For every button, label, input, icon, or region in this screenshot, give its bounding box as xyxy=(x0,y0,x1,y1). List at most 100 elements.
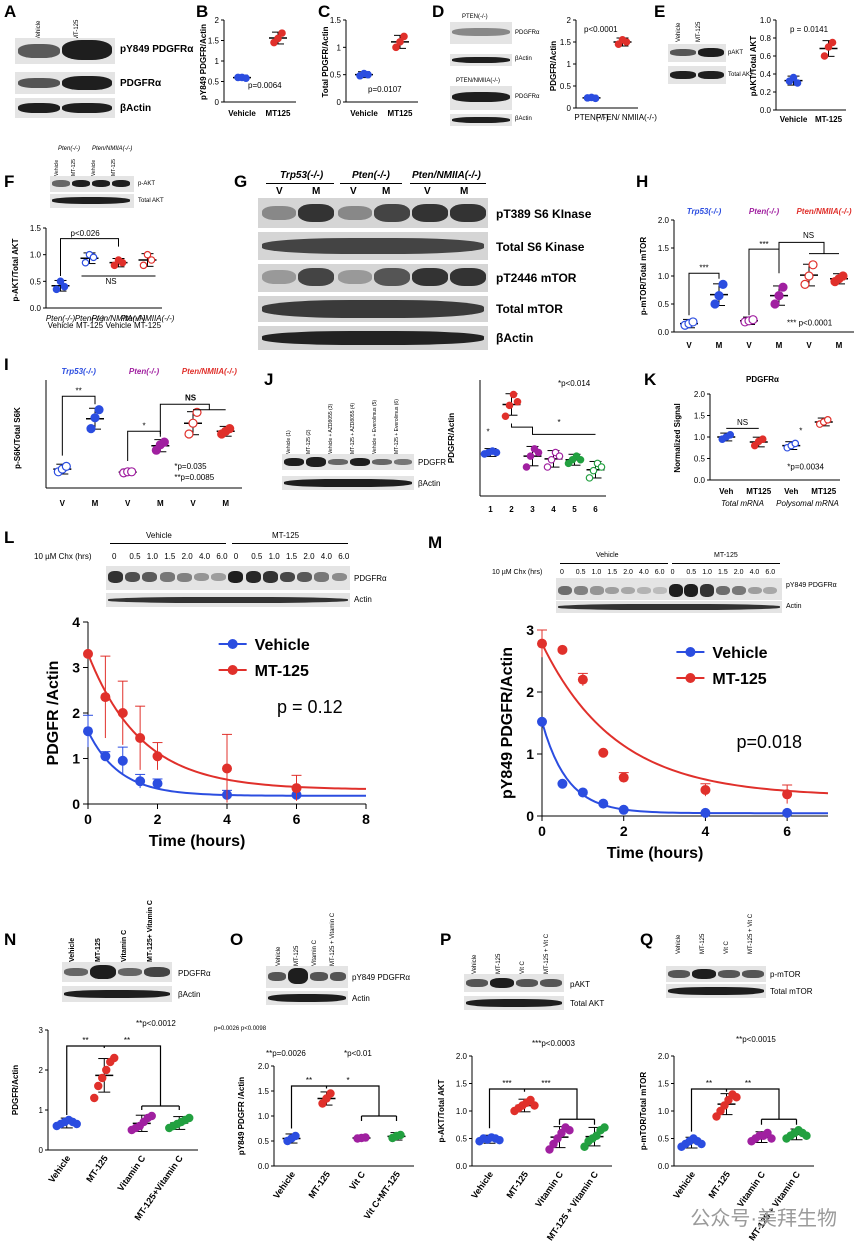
data-point xyxy=(697,1139,706,1149)
data-point xyxy=(828,38,837,47)
data-point xyxy=(576,455,585,464)
x-tick-label: MT-125 xyxy=(306,1169,332,1200)
data-point xyxy=(710,299,720,309)
legend-marker xyxy=(227,639,238,649)
band xyxy=(262,571,278,583)
lane-label: MT-125 + Vit C xyxy=(748,913,754,954)
band xyxy=(621,586,636,595)
panel-letter-i: I xyxy=(4,355,9,374)
data-point xyxy=(396,1130,405,1140)
band-label: βActin xyxy=(178,990,201,999)
group-label: Polysomal mRNA xyxy=(776,499,839,508)
data-point xyxy=(585,474,594,482)
x-tick-label: MT125 xyxy=(811,487,836,496)
lane-label: Vehicle (1) xyxy=(286,430,292,454)
lane-label: Vehicle xyxy=(91,159,97,176)
data-point xyxy=(553,1134,562,1143)
p-value: *p<0.014 xyxy=(558,379,591,388)
data-point xyxy=(782,789,793,800)
panel-letter-b: B xyxy=(196,2,209,21)
data-point xyxy=(139,261,148,270)
data-point xyxy=(700,784,711,795)
legend-marker xyxy=(227,665,238,675)
band xyxy=(716,585,730,596)
lane-label: MT-125 xyxy=(696,21,702,42)
data-point xyxy=(274,34,282,43)
data-point xyxy=(720,1101,729,1110)
x-tick-label: Vehicle xyxy=(271,1169,297,1200)
p-value: *p=0.0034 xyxy=(787,462,824,471)
band-label: Total AKT xyxy=(570,999,605,1008)
bracket xyxy=(60,238,119,276)
band xyxy=(194,572,209,582)
panel-letter-j: J xyxy=(264,370,274,389)
y-tick-label: 1.5 xyxy=(456,1080,468,1089)
data-point xyxy=(580,1142,589,1151)
data-point xyxy=(102,1065,111,1075)
data-point xyxy=(592,1131,601,1140)
y-tick-label: 4 xyxy=(72,614,80,630)
lane-label: M xyxy=(382,186,391,197)
time-label: 0 xyxy=(233,552,239,561)
band xyxy=(747,586,762,595)
data-point xyxy=(152,778,163,789)
sig-stars: * xyxy=(558,418,561,427)
data-point xyxy=(83,648,93,659)
chart-j: PDGFR/Actin *p<0.014 1 2 3 4 5 6 * * xyxy=(447,379,606,514)
band-label: p-AKT xyxy=(138,181,156,187)
group-label: Pten/NMIIA(-/-) xyxy=(182,367,237,376)
y-tick-label: 1.0 xyxy=(456,1107,468,1116)
band xyxy=(558,585,572,596)
data-point xyxy=(522,463,531,471)
x-tick-label: Vehicle xyxy=(350,109,378,118)
y-axis-label: PDGFR/Actin xyxy=(447,413,456,463)
time-label: 0.5 xyxy=(129,552,141,561)
data-point xyxy=(526,1095,535,1105)
band-label: Actin xyxy=(354,595,372,604)
data-point xyxy=(222,763,232,774)
group-label: Pten(-/-) xyxy=(58,146,81,152)
panel-letter-n: N xyxy=(4,930,17,949)
watermark-text: 公众号·美拜生物 xyxy=(690,1208,837,1230)
band xyxy=(700,584,715,597)
x-tick-label: Pten/NMIIA(-/-) xyxy=(121,314,175,323)
data-point xyxy=(714,290,724,301)
data-point xyxy=(537,716,547,727)
fit-curve xyxy=(541,721,828,815)
bracket xyxy=(748,248,780,316)
y-tick-label: 1 xyxy=(39,1106,44,1115)
x-tick-label: 8 xyxy=(362,811,370,827)
chart-title: PDGFRα xyxy=(746,375,779,384)
p-value: p=0.0107 xyxy=(368,85,402,94)
blot-title: PTEN(-/-) xyxy=(462,14,488,20)
bracket xyxy=(290,1085,398,1129)
x-tick-label: V xyxy=(806,341,812,350)
y-tick-label: 1.0 xyxy=(760,16,772,25)
lane-label: MT-125 xyxy=(111,159,117,176)
p-value: p = 0.12 xyxy=(277,697,343,717)
lane-label: MT-125+ Vitamin C xyxy=(147,900,154,962)
data-point xyxy=(100,751,111,762)
x-tick-label: M xyxy=(92,499,99,508)
sig-stars: *** xyxy=(699,263,708,272)
y-tick-label: 1.0 xyxy=(694,433,706,442)
data-point xyxy=(135,776,146,787)
y-tick-label: 0.0 xyxy=(258,1162,270,1171)
data-point xyxy=(820,52,829,60)
x-tick-label: Pten/NMIIA(-/-) xyxy=(92,314,146,323)
y-tick-label: 0.0 xyxy=(456,1162,468,1171)
y-axis-label: Total PDGFR/Actin xyxy=(321,26,330,97)
x-tick-label: M xyxy=(776,341,783,350)
group-label: Vehicle xyxy=(146,531,172,540)
y-axis-label: pY849 PDGFR/Actin xyxy=(199,24,208,100)
lane-label: MT-125 (2) xyxy=(306,429,312,454)
time-label: 4.0 xyxy=(749,569,760,576)
chart-h: 0.0 0.5 1.0 1.5 2.0 p-mTOR/Total mTOR Trp53(-/… xyxy=(639,207,854,350)
data-point xyxy=(716,1106,725,1116)
band xyxy=(297,571,313,583)
sig-stars: ** xyxy=(306,1076,312,1085)
x-tick-label: Veh xyxy=(784,487,798,496)
y-tick-label: 1.0 xyxy=(658,1107,670,1116)
data-point xyxy=(147,1111,156,1121)
data-point xyxy=(802,1131,811,1140)
